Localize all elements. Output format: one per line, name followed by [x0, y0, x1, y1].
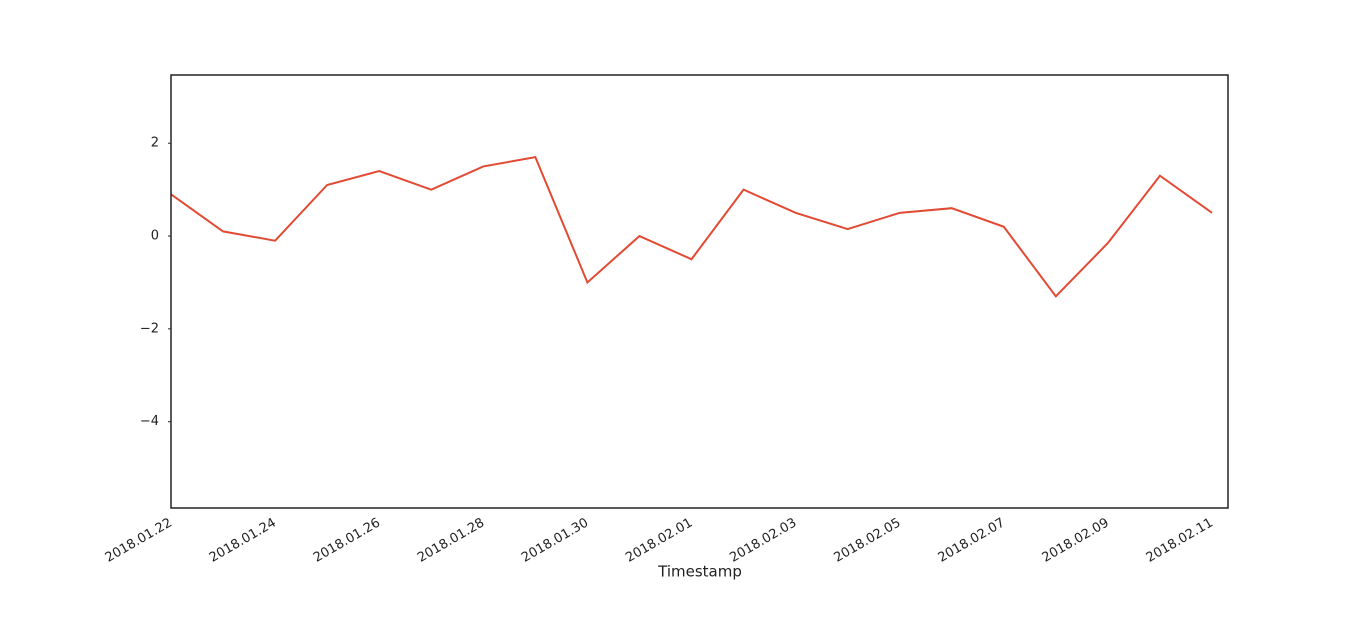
x-tick-label: 2018.02.11 [1144, 516, 1216, 566]
x-tick-label: 2018.01.28 [415, 516, 487, 566]
x-tick-label: 2018.02.09 [1040, 516, 1112, 566]
x-tick-label: 2018.02.05 [831, 516, 903, 566]
x-tick-label: 2018.01.26 [311, 516, 383, 566]
plot-frame [170, 74, 1229, 509]
x-tick-label: 2018.01.22 [103, 516, 175, 566]
x-tick-label: 2018.02.03 [727, 516, 799, 566]
x-tick-label: 2018.02.07 [936, 516, 1008, 566]
y-tick-label: 0 [151, 229, 159, 244]
y-tick-label: 2 [151, 136, 159, 151]
y-tick-label: −2 [140, 321, 159, 336]
y-tick-label: −4 [140, 414, 159, 429]
line-series [170, 156, 1213, 298]
x-tick-label: 2018.01.24 [207, 516, 279, 566]
x-tick-label: 2018.01.30 [519, 516, 591, 566]
x-axis-label: Timestamp [657, 563, 742, 581]
x-tick-label: 2018.02.01 [623, 516, 695, 566]
